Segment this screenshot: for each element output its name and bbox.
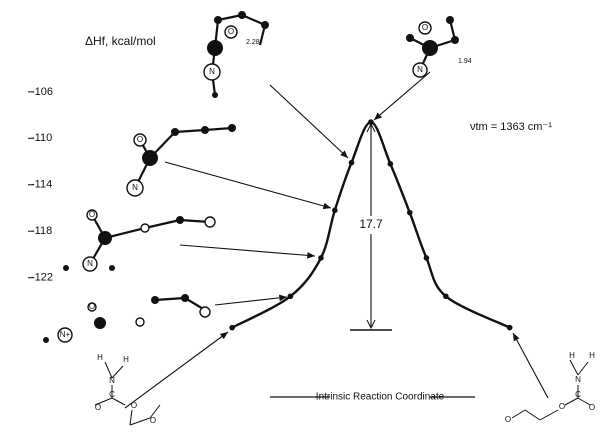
atom-label: C [575,390,581,399]
atom-label: N [109,376,115,385]
atom-label: N [132,183,138,192]
atom-label: H [123,355,129,364]
atom-label: N [417,65,423,74]
atom-label: O [559,402,565,411]
atom-label: N [87,259,93,268]
point [407,210,413,216]
atom-label: N+ [60,330,71,339]
y-tick-label: -118 [31,225,52,237]
point [318,255,324,261]
x-axis-label: Intrinsic Reaction Coordinate [316,392,445,403]
atom-label: O [89,302,95,311]
atom-label: O [131,401,137,410]
point [332,208,338,214]
atom-label: O [137,135,143,144]
point [507,325,513,331]
chart: ΔHf, kcal/mol Intrinsic Reaction Coordin… [0,0,606,434]
atom-label: H [97,353,103,362]
annotation: 1.94 [458,58,472,65]
atom-label: O [228,27,234,36]
atom-label: N [575,375,581,384]
point [288,293,294,299]
point [349,160,355,166]
y-tick-label: -114 [31,179,52,191]
annotation: 17.7 [359,217,383,231]
atom-label: H [569,351,575,360]
atom-label: O [89,210,95,219]
y-tick-label: -122 [31,272,53,284]
point [388,161,394,167]
y-tick-label: -110 [31,132,52,144]
y-axis-label: ΔHf, kcal/mol [85,34,156,48]
atom-label: O [150,416,156,425]
atom-label: C [109,390,115,399]
point [443,293,449,299]
atom-label: H [589,351,595,360]
atom-label: N [209,67,215,76]
annotation: νtm = 1363 cm⁻¹ [470,121,552,133]
atom-label: O [95,403,101,412]
point [424,255,430,261]
atom-label: O [505,415,511,424]
atom-label: O [422,23,428,32]
atom-label: O [589,403,595,412]
annotation: 2.28 [246,39,260,46]
y-tick-label: -106 [31,86,53,98]
point [368,119,374,125]
point [229,325,235,331]
